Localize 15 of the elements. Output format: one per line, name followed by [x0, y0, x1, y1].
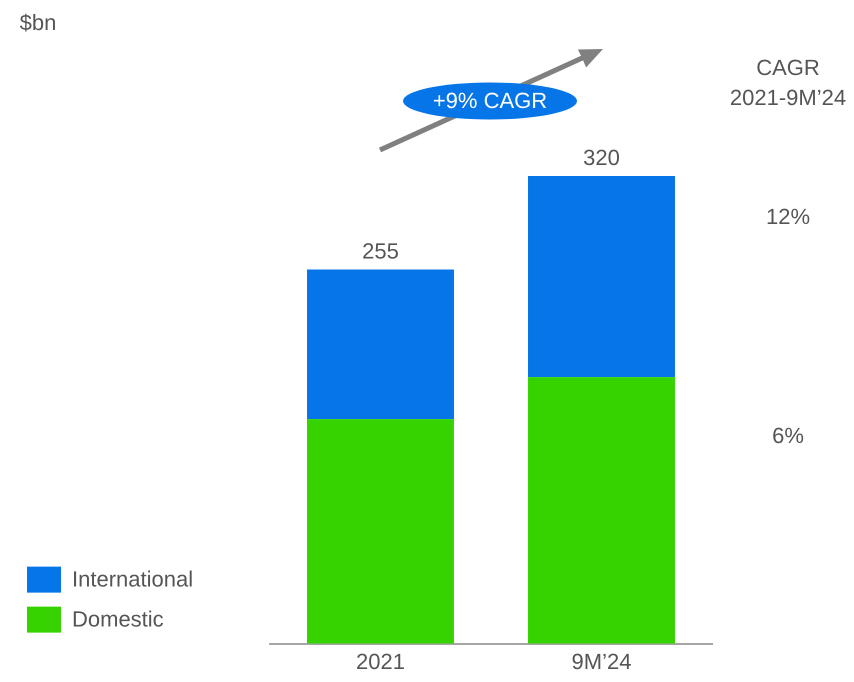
- annotation: 255: [362, 238, 399, 264]
- x-tick-label: 9M’24: [572, 648, 632, 674]
- bar: [528, 377, 675, 644]
- x-tick-label: 2021: [356, 648, 405, 674]
- text: 6%: [772, 422, 804, 450]
- legend-label: International: [72, 566, 194, 592]
- bar: [528, 176, 675, 378]
- bar: [307, 419, 454, 644]
- bar: [307, 270, 454, 420]
- text: +9% CAGR: [432, 88, 548, 114]
- legend-label: Domestic: [72, 606, 164, 632]
- text: CAGR 2021-9M’24: [730, 55, 846, 110]
- text: 12%: [766, 204, 810, 230]
- text: $bn: [20, 10, 56, 36]
- annotation: 320: [583, 145, 620, 170]
